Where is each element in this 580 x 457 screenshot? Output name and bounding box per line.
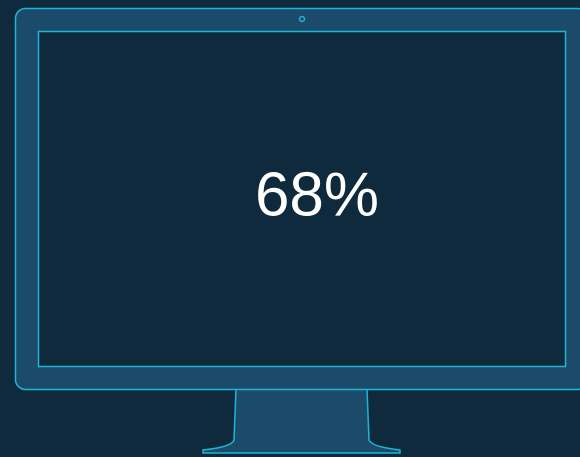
- monitor-graphic: 68%: [0, 0, 580, 457]
- page: 68% (() => { const data = JSON.parse(doc…: [0, 0, 580, 457]
- percentage-text: 68%: [255, 160, 379, 229]
